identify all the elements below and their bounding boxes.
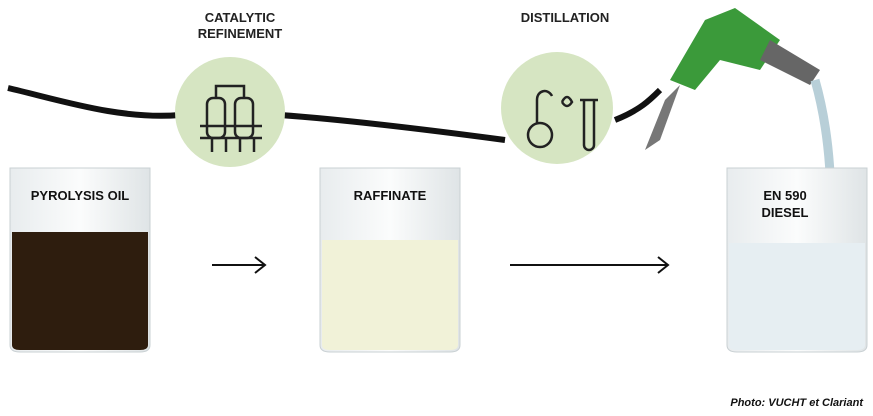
nozzle-spout: [760, 40, 820, 85]
beaker-label: PYROLYSIS OIL: [30, 187, 130, 204]
illustration: [0, 0, 873, 416]
arrow: [212, 257, 265, 273]
nozzle: [670, 8, 780, 90]
beaker-label: RAFFINATE: [330, 187, 450, 204]
step-label: CATALYTIC REFINEMENT: [180, 10, 300, 42]
diagram: CATALYTIC REFINEMENT DISTILLATION PYROLY…: [0, 0, 873, 416]
nozzle-lever: [645, 85, 680, 150]
step-circle: [501, 52, 613, 164]
step-label: DISTILLATION: [495, 10, 635, 26]
step-circle: [175, 57, 285, 167]
arrow: [510, 257, 668, 273]
photo-credit: Photo: VUCHT et Clariant: [730, 397, 863, 409]
beaker-label: EN 590 DIESEL: [750, 187, 820, 221]
